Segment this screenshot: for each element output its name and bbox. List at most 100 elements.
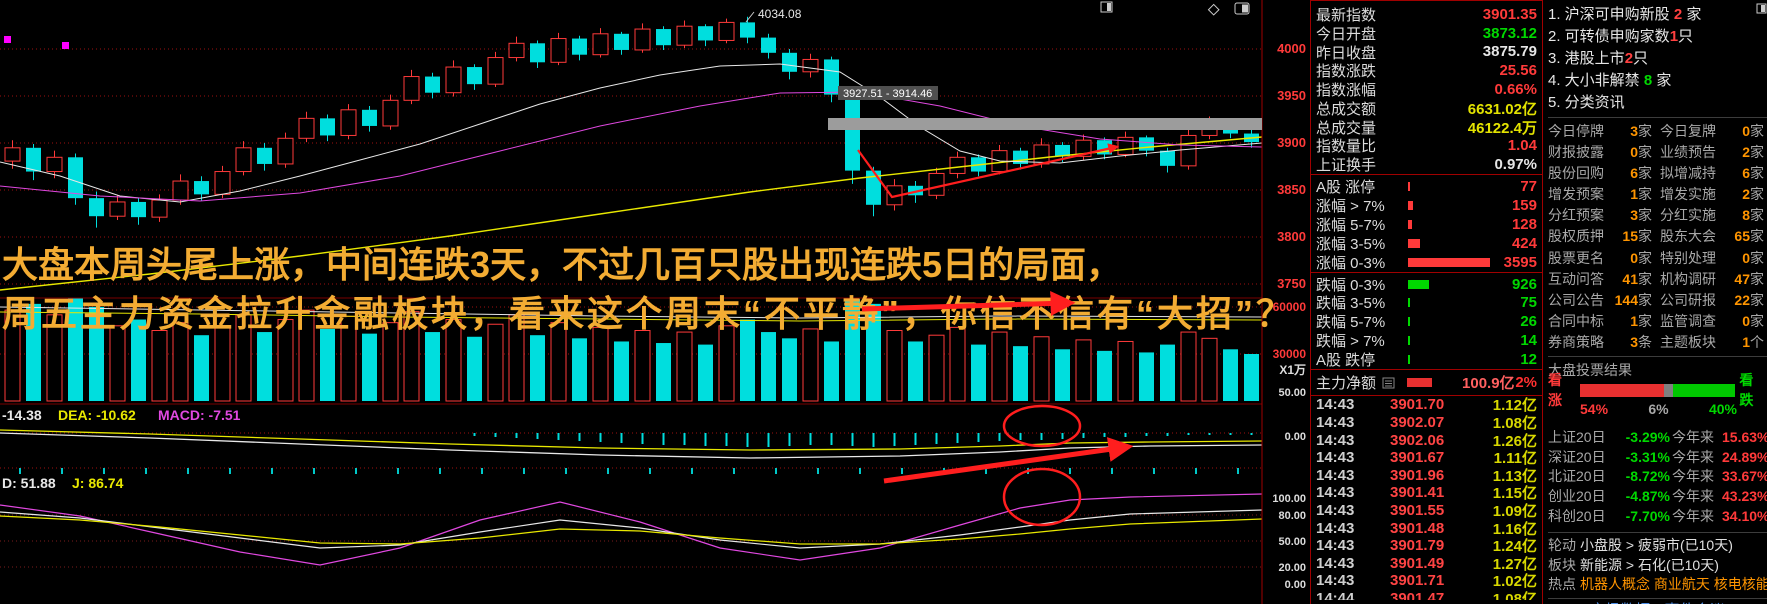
quote-summary-section: 最新指数 3901.35 今日开盘 3873.12 昨日收盘 3875.79 指数涨跌 25.…	[1311, 1, 1542, 176]
rotation-row: 板块 新能源 > 石化(已10天)	[1548, 556, 1719, 573]
macd-values-label: -14.38	[2, 407, 42, 423]
updown-row: 涨幅 5-7% 128	[1316, 215, 1537, 234]
index-performance-row: 北证20日 -8.72% 今年来 33.67%	[1548, 468, 1767, 485]
vote-result-bar	[1579, 383, 1736, 397]
quote-row: 总成交额 6631.02亿	[1316, 100, 1537, 118]
category-counts-grid: 今日停牌 3 家今日复牌 0 家财报披露 0 家业绩预告 2 家股份回购 6 家拟增减持 6 家增发预案…	[1548, 121, 1767, 353]
quote-row: 最新指数 3901.35	[1316, 5, 1537, 24]
category-count-row[interactable]: 股票更名 0 家特别处理 0 家	[1548, 249, 1764, 266]
tick-by-tick-list[interactable]: 14:43 3901.70 1.12亿 14:43 3902.07 1.08亿 14:43 3…	[1311, 396, 1542, 600]
updown-row: 涨幅 > 7% 159	[1316, 197, 1537, 216]
peak-price-label: 4034.08	[758, 7, 802, 21]
tick-row: 14:43 3902.07 1.08亿	[1316, 413, 1537, 432]
tick-row: 14:43 3901.48 1.16亿	[1316, 519, 1537, 538]
news-list-item[interactable]: 2. 可转债申购家数1只	[1548, 28, 1694, 45]
axis-tick-label: 3850	[1277, 182, 1306, 197]
kdj-values-label: J: 86.74	[72, 475, 124, 491]
tick-row: 14:43 3901.96 1.13亿	[1316, 466, 1537, 485]
corner-window-icon[interactable]	[1756, 3, 1767, 14]
axis-tick-label: X1万	[1279, 363, 1306, 377]
axis-tick-label: 3750	[1277, 276, 1306, 291]
category-count-row[interactable]: 公司公告 144 家公司研报 22 家	[1548, 291, 1764, 308]
vote-bar-segment	[1673, 383, 1736, 397]
detail-list-icon[interactable]	[1382, 377, 1395, 389]
main-force-value: 100.9亿	[1462, 375, 1515, 393]
advancers-section: A股 涨停 77 涨幅 > 7% 159 涨幅 5-7% 128 涨幅 3-5% 424 涨幅 …	[1311, 175, 1542, 273]
category-count-row[interactable]: 财报披露 0 家业绩预告 2 家	[1548, 144, 1764, 161]
news-list-item[interactable]: 3. 港股上市2只	[1548, 50, 1649, 67]
rotation-row: 轮动 小盘股 > 疲弱市(已10天)	[1548, 537, 1733, 554]
quote-row: 指数涨跌 25.56	[1316, 62, 1537, 81]
axis-tick-label: 3900	[1277, 135, 1306, 150]
divider	[1548, 117, 1767, 118]
tick-row: 14:43 3901.71 1.02亿	[1316, 572, 1537, 591]
axis-tick-label: 50.00	[1278, 387, 1306, 399]
updown-row: 跌幅 5-7% 26	[1316, 313, 1537, 332]
macd-values-label: DEA: -10.62	[58, 407, 136, 423]
news-list-item[interactable]: 5. 分类资讯	[1548, 94, 1625, 111]
decliners-section: 跌幅 0-3% 926 跌幅 3-5% 75 跌幅 5-7% 26 跌幅 > 7% 14 A股 …	[1311, 273, 1542, 371]
tick-row: 14:43 3901.41 1.15亿	[1316, 484, 1537, 503]
rotation-row: 热点 机器人概念 商业航天 核电核能	[1548, 576, 1767, 593]
quote-row: 今日开盘 3873.12	[1316, 24, 1537, 43]
index-performance-section: 上证20日 -3.29% 今年来 15.63% 深证20日 -3.31% 今年来 24.89%…	[1548, 428, 1767, 526]
tick-row: 14:44 3901.47 1.08亿	[1316, 589, 1537, 601]
index-performance-row: 创业20日 -4.87% 今年来 43.23%	[1548, 488, 1767, 505]
quote-row: 总成交量 46122.4万	[1316, 119, 1537, 137]
footer-link[interactable]: 市场数据	[1590, 602, 1650, 604]
main-force-percent: 2%	[1515, 374, 1537, 392]
footer-link[interactable]: 事件合议	[1665, 602, 1725, 604]
divider	[1548, 356, 1767, 358]
vote-percentages: 54% 6% 40%	[1548, 400, 1767, 418]
vote-bullish-button[interactable]: 看涨	[1548, 372, 1562, 409]
index-performance-row: 科创20日 -7.70% 今年来 34.10%	[1548, 507, 1767, 524]
tick-row: 14:43 3901.79 1.24亿	[1316, 537, 1537, 556]
vote-bar-segment	[1579, 383, 1664, 397]
quote-row: 昨日收盘 3875.79	[1316, 43, 1537, 62]
category-count-row[interactable]: 增发预案 1 家增发实施 2 家	[1548, 186, 1764, 203]
vote-percentage: 6%	[1648, 401, 1669, 418]
category-count-row[interactable]: 分红预案 3 家分红实施 8 家	[1548, 207, 1764, 224]
index-quote-panel: 最新指数 3901.35 今日开盘 3873.12 昨日收盘 3875.79 指数涨跌 25.…	[1310, 0, 1543, 604]
axis-tick-label: 60000	[1273, 300, 1307, 314]
axis-tick-label: 4000	[1277, 41, 1306, 56]
main-force-bar	[1407, 378, 1433, 388]
vote-percentage: 54%	[1580, 401, 1609, 418]
axis-tick-label: 30000	[1273, 347, 1307, 361]
quote-row: 指数量比 1.04	[1316, 137, 1537, 156]
signal-marker	[62, 42, 69, 49]
updown-row: A股 跌停 12	[1316, 351, 1537, 370]
rotation-section: 轮动 小盘股 > 疲弱市(已10天) 板块 新能源 > 石化(已10天) 热点 机器人概念…	[1548, 536, 1767, 595]
tick-row: 14:43 3901.70 1.12亿	[1316, 396, 1537, 415]
axis-tick-label: 80.00	[1278, 510, 1306, 522]
category-count-row[interactable]: 合同中标 1 家监管调查 0 家	[1548, 312, 1764, 329]
kdj-values-label: D: 51.88	[2, 475, 56, 491]
news-list-item[interactable]: 4. 大小非解禁 8 家	[1548, 72, 1672, 89]
window-restore-icon[interactable]	[1234, 2, 1251, 16]
updown-row: A股 涨停 77	[1316, 178, 1537, 197]
signal-marker	[4, 36, 11, 43]
category-count-row[interactable]: 今日停牌 3 家今日复牌 0 家	[1548, 123, 1764, 139]
category-count-row[interactable]: 股份回购 6 家拟增减持 6 家	[1548, 165, 1764, 182]
macd-values-label: MACD: -7.51	[158, 407, 241, 423]
vote-bearish-button[interactable]: 看跌	[1739, 372, 1754, 409]
updown-row: 跌幅 3-5% 75	[1316, 294, 1537, 313]
updown-row: 跌幅 > 7% 14	[1316, 332, 1537, 351]
category-count-row[interactable]: 券商策略 3 条主题板块 1 个	[1548, 333, 1764, 350]
news-panel: 1. 沪深可申购新股 2 家 2. 可转债申购家数1只 3. 港股上市2只 4. 大小…	[1548, 0, 1767, 604]
diamond-icon[interactable]	[1206, 2, 1221, 17]
chip-band	[828, 118, 1262, 130]
main-force-section: 主力净额 100.9亿 2%	[1311, 370, 1542, 397]
vote-title: 大盘投票结果	[1548, 362, 1632, 379]
quote-row: 上证换手 0.97%	[1316, 156, 1537, 175]
panel-icon[interactable]	[1100, 1, 1114, 14]
index-performance-row: 上证20日 -3.29% 今年来 15.63%	[1548, 429, 1767, 446]
tick-row: 14:43 3901.55 1.09亿	[1316, 501, 1537, 520]
kline-chart[interactable]: 3927.51 - 3914.46 4034.08 -14.38 DEA: -10.6…	[0, 0, 1312, 604]
category-count-row[interactable]: 互动问答 41 家机构调研 47 家	[1548, 270, 1764, 287]
news-list-item[interactable]: 1. 沪深可申购新股 2 家	[1548, 6, 1702, 23]
axis-tick-label: 3800	[1277, 229, 1306, 244]
category-count-row[interactable]: 股权质押 15 家股东大会 65 家	[1548, 228, 1764, 245]
axis-tick-label: 100.00	[1272, 493, 1306, 505]
